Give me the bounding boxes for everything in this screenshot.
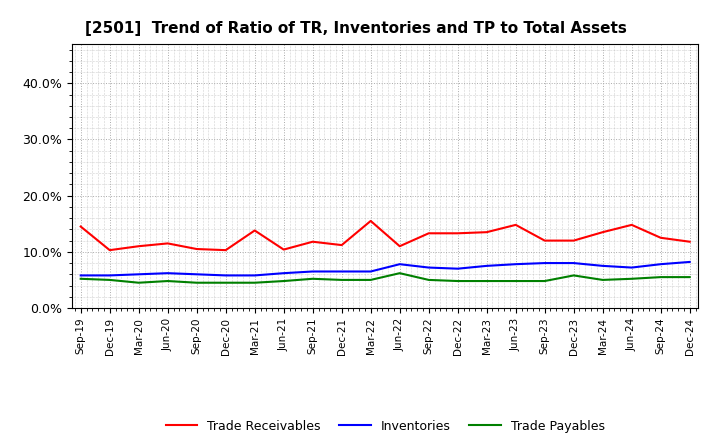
Trade Receivables <box>338 242 346 248</box>
Trade Payables <box>511 279 520 284</box>
Inventories <box>454 266 462 271</box>
Inventories <box>279 271 288 276</box>
Trade Receivables <box>221 248 230 253</box>
Trade Payables <box>308 276 317 282</box>
Trade Receivables <box>279 247 288 252</box>
Line: Trade Payables: Trade Payables <box>81 273 690 283</box>
Trade Payables <box>454 279 462 284</box>
Inventories <box>685 259 694 264</box>
Inventories <box>366 269 375 274</box>
Inventories <box>541 260 549 266</box>
Line: Trade Receivables: Trade Receivables <box>81 221 690 250</box>
Trade Payables <box>598 277 607 282</box>
Inventories <box>192 271 201 277</box>
Trade Receivables <box>163 241 172 246</box>
Inventories <box>308 269 317 274</box>
Inventories <box>627 265 636 270</box>
Trade Payables <box>163 279 172 284</box>
Trade Receivables <box>105 248 114 253</box>
Trade Payables <box>627 276 636 282</box>
Trade Payables <box>541 279 549 284</box>
Trade Receivables <box>424 231 433 236</box>
Trade Receivables <box>192 246 201 252</box>
Inventories <box>163 271 172 276</box>
Trade Payables <box>424 277 433 282</box>
Inventories <box>76 273 85 278</box>
Inventories <box>395 261 404 267</box>
Trade Payables <box>657 275 665 280</box>
Trade Receivables <box>598 230 607 235</box>
Trade Receivables <box>541 238 549 243</box>
Trade Receivables <box>454 231 462 236</box>
Trade Payables <box>135 280 143 286</box>
Trade Receivables <box>135 244 143 249</box>
Inventories <box>482 263 491 268</box>
Inventories <box>598 263 607 268</box>
Trade Payables <box>482 279 491 284</box>
Trade Receivables <box>251 228 259 233</box>
Trade Payables <box>338 277 346 282</box>
Trade Payables <box>76 276 85 282</box>
Trade Receivables <box>366 218 375 224</box>
Inventories <box>338 269 346 274</box>
Inventories <box>657 261 665 267</box>
Line: Inventories: Inventories <box>81 262 690 275</box>
Trade Payables <box>395 271 404 276</box>
Trade Payables <box>221 280 230 286</box>
Trade Receivables <box>657 235 665 240</box>
Trade Payables <box>570 273 578 278</box>
Trade Receivables <box>511 222 520 227</box>
Trade Receivables <box>627 222 636 227</box>
Text: [2501]  Trend of Ratio of TR, Inventories and TP to Total Assets: [2501] Trend of Ratio of TR, Inventories… <box>84 21 626 36</box>
Trade Receivables <box>482 230 491 235</box>
Trade Receivables <box>308 239 317 244</box>
Trade Payables <box>279 279 288 284</box>
Inventories <box>511 261 520 267</box>
Trade Receivables <box>570 238 578 243</box>
Trade Receivables <box>395 244 404 249</box>
Trade Payables <box>251 280 259 286</box>
Trade Payables <box>366 277 375 282</box>
Trade Payables <box>685 275 694 280</box>
Legend: Trade Receivables, Inventories, Trade Payables: Trade Receivables, Inventories, Trade Pa… <box>161 414 610 437</box>
Inventories <box>424 265 433 270</box>
Inventories <box>221 273 230 278</box>
Trade Receivables <box>685 239 694 244</box>
Inventories <box>135 271 143 277</box>
Trade Payables <box>105 277 114 282</box>
Inventories <box>570 260 578 266</box>
Trade Receivables <box>76 224 85 229</box>
Trade Payables <box>192 280 201 286</box>
Inventories <box>105 273 114 278</box>
Inventories <box>251 273 259 278</box>
